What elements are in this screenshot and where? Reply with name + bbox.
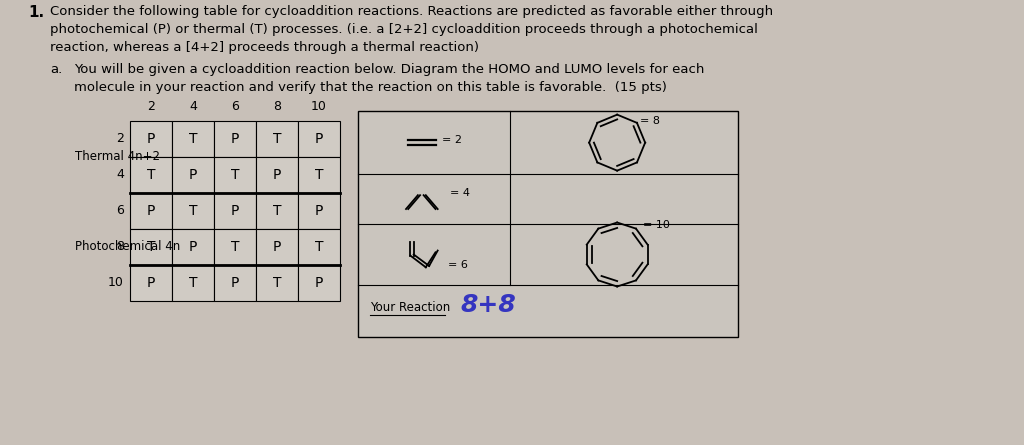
Bar [130, 229, 172, 265]
Text: T: T [230, 240, 240, 254]
Text: T: T [272, 276, 282, 290]
Bar [130, 157, 172, 193]
Text: T: T [188, 276, 198, 290]
Text: 4: 4 [189, 100, 197, 113]
Bar [130, 193, 172, 229]
Text: 8: 8 [273, 100, 281, 113]
Text: = 2: = 2 [441, 135, 462, 145]
Text: molecule in your reaction and verify that the reaction on this table is favorabl: molecule in your reaction and verify tha… [74, 81, 667, 94]
Text: T: T [272, 204, 282, 218]
Bar [214, 121, 256, 157]
Text: 8+8: 8+8 [460, 293, 516, 317]
Bar [214, 265, 256, 301]
Text: 2: 2 [147, 100, 155, 113]
Bar [256, 157, 298, 193]
Text: T: T [188, 204, 198, 218]
Text: P: P [314, 276, 324, 290]
Bar [256, 193, 298, 229]
Text: P: P [146, 204, 156, 218]
Text: T: T [272, 132, 282, 146]
Text: = 6: = 6 [447, 259, 468, 270]
Text: Consider the following table for cycloaddition reactions. Reactions are predicte: Consider the following table for cycload… [50, 5, 773, 18]
Bar [172, 265, 214, 301]
Text: P: P [314, 204, 324, 218]
Text: = 10: = 10 [643, 219, 670, 230]
Bar [172, 193, 214, 229]
Text: T: T [314, 240, 324, 254]
Text: = 4: = 4 [450, 188, 470, 198]
Bar [298, 121, 340, 157]
Text: T: T [146, 168, 156, 182]
Bar [172, 229, 214, 265]
Text: You will be given a cycloaddition reaction below. Diagram the HOMO and LUMO leve: You will be given a cycloaddition reacti… [74, 63, 705, 76]
Bar [256, 229, 298, 265]
Text: T: T [146, 240, 156, 254]
Bar [214, 229, 256, 265]
Text: Your Reaction: Your Reaction [370, 300, 451, 314]
Text: = 8: = 8 [640, 116, 660, 125]
Bar [298, 229, 340, 265]
Bar [298, 157, 340, 193]
Bar [298, 265, 340, 301]
Text: P: P [188, 240, 198, 254]
Bar [256, 265, 298, 301]
Text: 4: 4 [116, 169, 124, 182]
Bar [172, 121, 214, 157]
Text: 10: 10 [311, 100, 327, 113]
Text: P: P [230, 204, 240, 218]
Bar [130, 265, 172, 301]
Text: 2: 2 [116, 133, 124, 146]
Text: reaction, whereas a [4+2] proceeds through a thermal reaction): reaction, whereas a [4+2] proceeds throu… [50, 41, 479, 54]
Text: P: P [230, 276, 240, 290]
Text: 6: 6 [116, 205, 124, 218]
Bar [130, 121, 172, 157]
Text: P: P [272, 168, 282, 182]
Bar [358, 111, 738, 337]
Text: T: T [230, 168, 240, 182]
Text: photochemical (P) or thermal (T) processes. (i.e. a [2+2] cycloaddition proceeds: photochemical (P) or thermal (T) process… [50, 23, 758, 36]
Bar [256, 121, 298, 157]
Text: P: P [230, 132, 240, 146]
Text: Photochemical 4n: Photochemical 4n [75, 240, 180, 254]
Text: P: P [188, 168, 198, 182]
Text: T: T [314, 168, 324, 182]
Bar [214, 157, 256, 193]
Text: P: P [146, 132, 156, 146]
Text: 1.: 1. [28, 5, 44, 20]
Text: P: P [272, 240, 282, 254]
Text: 8: 8 [116, 240, 124, 254]
Text: 10: 10 [109, 276, 124, 290]
Text: P: P [314, 132, 324, 146]
Bar [172, 157, 214, 193]
Text: 6: 6 [231, 100, 239, 113]
Text: P: P [146, 276, 156, 290]
Text: Thermal 4n+2: Thermal 4n+2 [75, 150, 160, 163]
Bar [214, 193, 256, 229]
Text: T: T [188, 132, 198, 146]
Bar [298, 193, 340, 229]
Text: a.: a. [50, 63, 62, 76]
